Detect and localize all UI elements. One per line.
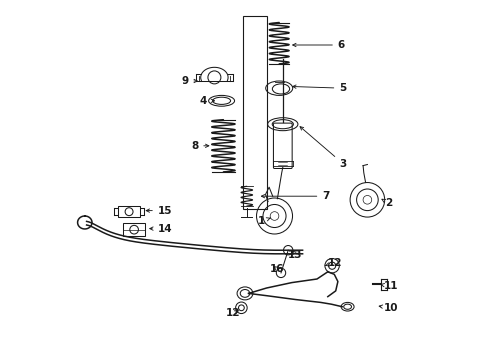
Text: 15: 15 xyxy=(146,206,172,216)
Text: 14: 14 xyxy=(150,224,172,234)
Text: 12: 12 xyxy=(226,308,241,318)
Text: 6: 6 xyxy=(293,40,345,50)
Bar xyxy=(118,206,140,217)
Bar xyxy=(123,223,145,236)
Text: 1: 1 xyxy=(258,216,270,226)
Text: 2: 2 xyxy=(382,198,392,208)
Text: 12: 12 xyxy=(325,258,342,268)
Text: 8: 8 xyxy=(191,141,209,151)
Text: 13: 13 xyxy=(288,249,303,260)
Text: 3: 3 xyxy=(300,127,347,169)
Text: 4: 4 xyxy=(200,96,215,106)
Bar xyxy=(243,16,267,209)
Text: 11: 11 xyxy=(381,281,398,291)
Text: 5: 5 xyxy=(293,83,346,93)
Text: 9: 9 xyxy=(181,76,197,86)
Text: 16: 16 xyxy=(270,264,285,274)
Text: 7: 7 xyxy=(261,191,330,201)
Text: 10: 10 xyxy=(379,303,398,313)
